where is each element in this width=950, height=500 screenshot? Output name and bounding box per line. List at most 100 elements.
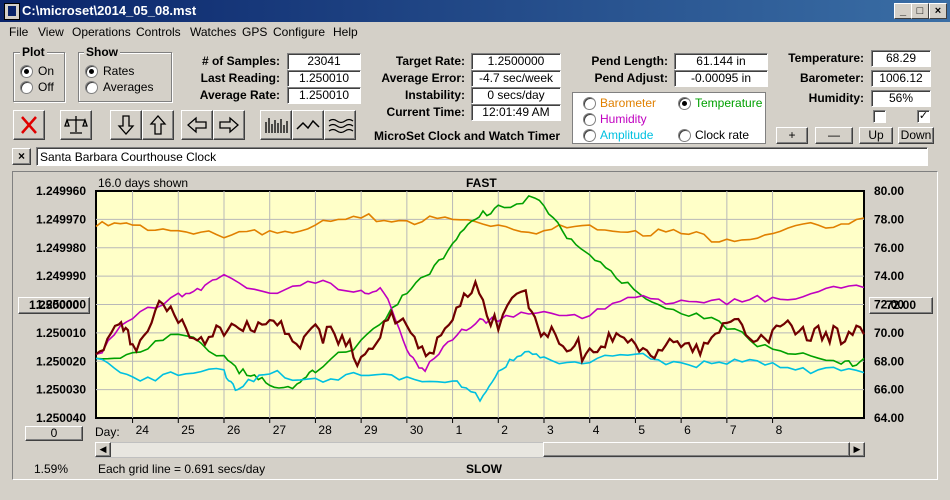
right-axis-tick-label: 80.00	[874, 184, 904, 198]
up-button[interactable]: Up	[859, 127, 893, 144]
x-tick-label: 30	[410, 423, 424, 437]
pend-adjust-label: Pend Adjust:	[594, 71, 668, 85]
right-axis-tick-label: 74.00	[874, 269, 904, 283]
plus-button[interactable]: +	[776, 127, 808, 144]
day-label: Day:	[95, 425, 120, 439]
days-shown-label: 16.0 days shown	[98, 176, 189, 190]
average-rate-label: Average Rate:	[199, 88, 280, 102]
humidity-label: Humidity:	[808, 91, 864, 105]
menu-watches[interactable]: Watches	[190, 25, 237, 39]
current-time-value: 12:01:49 AM	[471, 104, 561, 121]
show-averages-radio[interactable]	[85, 81, 98, 94]
show-rates-radio[interactable]	[85, 65, 98, 78]
up-arrow-button[interactable]	[142, 110, 174, 140]
humidity-option-label: Humidity	[600, 112, 647, 126]
timer-title: MicroSet Clock and Watch Timer	[374, 129, 561, 143]
maximize-button[interactable]: □	[911, 3, 929, 19]
menu-gps[interactable]: GPS	[242, 25, 268, 39]
plot-on-radio[interactable]	[20, 65, 33, 78]
pend-length-label: Pend Length:	[591, 54, 668, 68]
clock-name-field[interactable]: Santa Barbara Courthouse Clock	[36, 147, 928, 166]
show-group-title: Show	[84, 45, 120, 59]
pend-length-value: 61.144 in	[674, 53, 768, 70]
instability-value: 0 secs/day	[471, 87, 561, 104]
humidity-radio[interactable]	[583, 113, 596, 126]
zero-button[interactable]: 0	[25, 426, 83, 441]
plot-group-title: Plot	[20, 45, 47, 59]
samples-label: # of Samples:	[201, 54, 280, 68]
show-rates-label: Rates	[103, 64, 135, 78]
minus-button[interactable]: —	[815, 127, 853, 144]
humidity-value: 56%	[871, 90, 931, 107]
down-button[interactable]: Down	[898, 127, 934, 144]
arrow-left-icon	[187, 116, 207, 134]
menu-operations[interactable]: Operations	[72, 25, 131, 39]
plot-off-radio[interactable]	[20, 81, 33, 94]
arrow-right-icon	[219, 116, 239, 134]
temperature-option-label: Temperature	[695, 96, 763, 110]
right-axis-tick-label: 72.00	[874, 298, 904, 312]
right-axis-tick-label: 78.00	[874, 212, 904, 226]
clear-name-button[interactable]: ×	[12, 148, 31, 165]
bars-icon	[265, 118, 288, 133]
checkbox-left[interactable]	[873, 110, 886, 123]
left-axis-tick-label: 1.250030	[36, 383, 86, 397]
average-error-label: Average Error:	[381, 71, 465, 85]
show-group	[78, 52, 172, 102]
multi-line-view-button[interactable]	[324, 110, 356, 140]
right-arrow-button[interactable]	[213, 110, 245, 140]
show-averages-label: Averages	[103, 80, 154, 94]
barometer-label: Barometer:	[799, 71, 864, 85]
temperature-value: 68.29	[871, 50, 931, 67]
balance-button[interactable]	[60, 110, 92, 140]
pend-adjust-value: -0.00095 in	[674, 70, 768, 87]
line-view-button[interactable]	[292, 110, 324, 140]
scroll-left-button[interactable]: ◀	[95, 442, 111, 457]
app-icon	[4, 3, 20, 20]
current-time-label: Current Time:	[386, 105, 465, 119]
x-tick-label: 25	[181, 423, 195, 437]
checkbox-right[interactable]: ✓	[917, 110, 930, 123]
menu-controls[interactable]: Controls	[136, 25, 181, 39]
right-axis-center-button[interactable]: 72.00	[869, 297, 933, 314]
percent-label: 1.59%	[34, 462, 69, 476]
menu-view[interactable]: View	[38, 25, 64, 39]
series-line-barometer	[95, 212, 865, 243]
x-tick-label: 26	[227, 423, 241, 437]
left-axis-center-button[interactable]: 1.250000	[18, 297, 90, 314]
x-tick-label: 1	[456, 423, 463, 437]
arrow-down-icon	[117, 115, 135, 135]
average-rate-value: 1.250010	[287, 87, 361, 104]
target-rate-value: 1.2500000	[471, 53, 561, 70]
right-axis-tick-label: 64.00	[874, 411, 904, 425]
clock-rate-option-label: Clock rate	[695, 128, 750, 142]
temperature-radio[interactable]	[678, 97, 691, 110]
scroll-right-button[interactable]: ▶	[849, 442, 865, 457]
samples-value: 23041	[287, 53, 361, 70]
menu-configure[interactable]: Configure	[273, 25, 326, 39]
last-reading-value: 1.250010	[287, 70, 361, 87]
amplitude-option-label: Amplitude	[600, 128, 654, 142]
average-error-value: -4.7 sec/week	[471, 70, 561, 87]
menu-help[interactable]: Help	[333, 25, 358, 39]
right-axis-tick-label: 68.00	[874, 354, 904, 368]
clock-name-text: Santa Barbara Courthouse Clock	[40, 150, 217, 164]
last-reading-label: Last Reading:	[200, 71, 280, 85]
amplitude-radio[interactable]	[583, 129, 596, 142]
close-button[interactable]: ×	[929, 3, 947, 19]
x-tick-label: 4	[593, 423, 600, 437]
x-tick-label: 3	[547, 423, 554, 437]
left-arrow-button[interactable]	[181, 110, 213, 140]
barometer-radio[interactable]	[583, 97, 596, 110]
bars-view-button[interactable]	[260, 110, 292, 140]
stop-button[interactable]	[13, 110, 45, 140]
scroll-thumb[interactable]	[543, 442, 850, 457]
x-tick-label: 29	[364, 423, 378, 437]
down-arrow-button[interactable]	[110, 110, 142, 140]
grid-note: Each grid line = 0.691 secs/day	[98, 462, 266, 476]
clock-rate-radio[interactable]	[678, 129, 691, 142]
menu-file[interactable]: File	[9, 25, 29, 39]
right-axis-tick-label: 70.00	[874, 326, 904, 340]
x-tick-label: 8	[776, 423, 783, 437]
